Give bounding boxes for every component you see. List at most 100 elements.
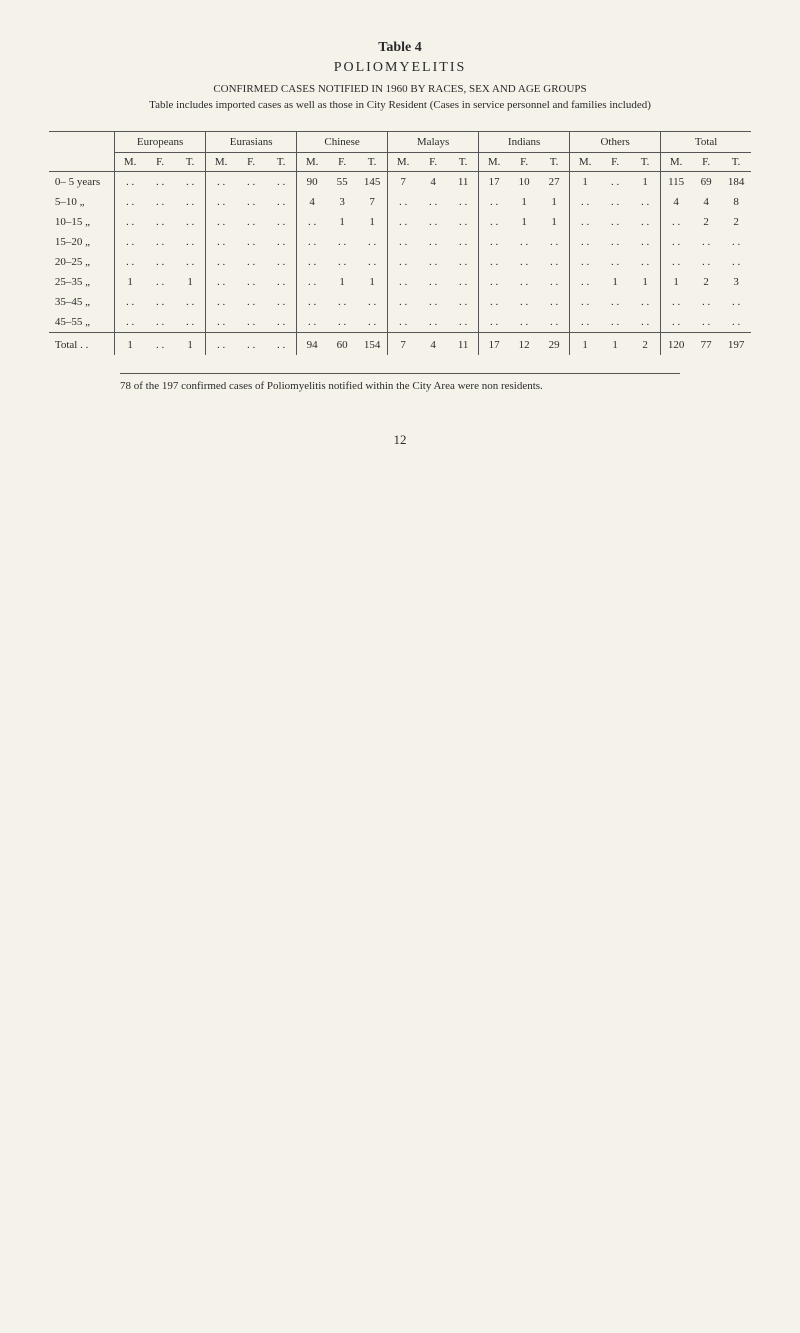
data-cell: . . — [418, 272, 448, 292]
table-row: 20–25 „. .. .. .. .. .. .. .. .. .. .. .… — [49, 252, 751, 272]
data-cell: . . — [509, 272, 539, 292]
table-number: Table 4 — [30, 40, 770, 56]
table-row: 35–45 „. .. .. .. .. .. .. .. .. .. .. .… — [49, 292, 751, 312]
total-cell: 1 — [570, 333, 601, 356]
sub-header: T. — [357, 153, 388, 172]
subtitle-line-2: Table includes imported cases as well as… — [30, 99, 770, 111]
table-body: 0– 5 years. .. .. .. .. .. .905514574111… — [49, 172, 751, 356]
data-cell: . . — [721, 252, 751, 272]
data-cell: . . — [448, 312, 479, 333]
data-cell: . . — [297, 232, 328, 252]
sub-header: F. — [509, 153, 539, 172]
data-cell: 4 — [661, 192, 692, 212]
total-cell: 1 — [115, 333, 146, 356]
data-cell: . . — [327, 292, 357, 312]
data-cell: 1 — [600, 272, 630, 292]
data-cell: . . — [691, 312, 721, 333]
data-cell: . . — [388, 312, 419, 333]
data-cell: . . — [388, 292, 419, 312]
stub-header — [49, 132, 115, 172]
data-cell: . . — [630, 312, 661, 333]
group-header: Europeans — [115, 132, 206, 153]
data-cell: . . — [175, 172, 206, 193]
data-cell: . . — [266, 232, 297, 252]
row-label: 35–45 „ — [49, 292, 115, 312]
data-cell: . . — [600, 212, 630, 232]
data-cell: . . — [479, 312, 510, 333]
data-cell: 2 — [721, 212, 751, 232]
group-header: Total — [661, 132, 752, 153]
data-cell: 115 — [661, 172, 692, 193]
data-cell: 17 — [479, 172, 510, 193]
group-header-row: EuropeansEurasiansChineseMalaysIndiansOt… — [49, 132, 751, 153]
data-cell: . . — [357, 232, 388, 252]
data-cell: . . — [145, 172, 175, 193]
data-cell: 184 — [721, 172, 751, 193]
data-cell: . . — [691, 252, 721, 272]
group-header: Chinese — [297, 132, 388, 153]
data-cell: . . — [630, 292, 661, 312]
footnote: 78 of the 197 confirmed cases of Poliomy… — [120, 373, 680, 392]
table-row: 45–55 „. .. .. .. .. .. .. .. .. .. .. .… — [49, 312, 751, 333]
data-cell: . . — [297, 312, 328, 333]
data-cell: 1 — [539, 192, 570, 212]
row-label: 15–20 „ — [49, 232, 115, 252]
data-cell: . . — [115, 232, 146, 252]
sub-header: T. — [175, 153, 206, 172]
sub-header: M. — [206, 153, 237, 172]
data-cell: 1 — [357, 212, 388, 232]
data-cell: . . — [600, 172, 630, 193]
data-table: EuropeansEurasiansChineseMalaysIndiansOt… — [49, 131, 751, 355]
data-cell: . . — [145, 212, 175, 232]
data-cell: . . — [206, 252, 237, 272]
data-cell: . . — [206, 232, 237, 252]
data-cell: . . — [175, 312, 206, 333]
data-cell: . . — [266, 312, 297, 333]
data-cell: 4 — [691, 192, 721, 212]
data-cell: . . — [509, 312, 539, 333]
data-cell: . . — [297, 272, 328, 292]
data-cell: 3 — [721, 272, 751, 292]
data-cell: . . — [418, 292, 448, 312]
data-cell: . . — [630, 232, 661, 252]
total-cell: 120 — [661, 333, 692, 356]
data-cell: . . — [448, 192, 479, 212]
data-cell: . . — [236, 232, 266, 252]
data-cell: . . — [418, 312, 448, 333]
data-cell: 1 — [357, 272, 388, 292]
data-cell: 69 — [691, 172, 721, 193]
total-cell: 11 — [448, 333, 479, 356]
row-label: 10–15 „ — [49, 212, 115, 232]
data-cell: . . — [115, 252, 146, 272]
data-cell: . . — [266, 192, 297, 212]
data-cell: . . — [206, 292, 237, 312]
data-cell: . . — [115, 292, 146, 312]
total-cell: 154 — [357, 333, 388, 356]
total-row: Total . .1. .1. .. .. .94601547411171229… — [49, 333, 751, 356]
data-cell: . . — [448, 252, 479, 272]
total-cell: 4 — [418, 333, 448, 356]
data-cell: . . — [570, 312, 601, 333]
total-cell: 29 — [539, 333, 570, 356]
data-cell: . . — [327, 252, 357, 272]
data-cell: . . — [236, 252, 266, 272]
sub-header-row: M.F.T.M.F.T.M.F.T.M.F.T.M.F.T.M.F.T.M.F.… — [49, 153, 751, 172]
data-cell: . . — [297, 252, 328, 272]
total-cell: 1 — [175, 333, 206, 356]
sub-header: M. — [661, 153, 692, 172]
data-cell: . . — [479, 252, 510, 272]
sub-header: F. — [327, 153, 357, 172]
sub-header: M. — [388, 153, 419, 172]
data-cell: . . — [479, 292, 510, 312]
group-header: Malays — [388, 132, 479, 153]
data-cell: 90 — [297, 172, 328, 193]
data-cell: . . — [418, 252, 448, 272]
data-cell: . . — [236, 212, 266, 232]
data-cell: . . — [570, 272, 601, 292]
row-label: 20–25 „ — [49, 252, 115, 272]
sub-header: M. — [115, 153, 146, 172]
data-cell: 1 — [630, 272, 661, 292]
data-cell: . . — [721, 312, 751, 333]
total-cell: 17 — [479, 333, 510, 356]
subtitle-line-1: CONFIRMED CASES NOTIFIED IN 1960 BY RACE… — [30, 82, 770, 97]
